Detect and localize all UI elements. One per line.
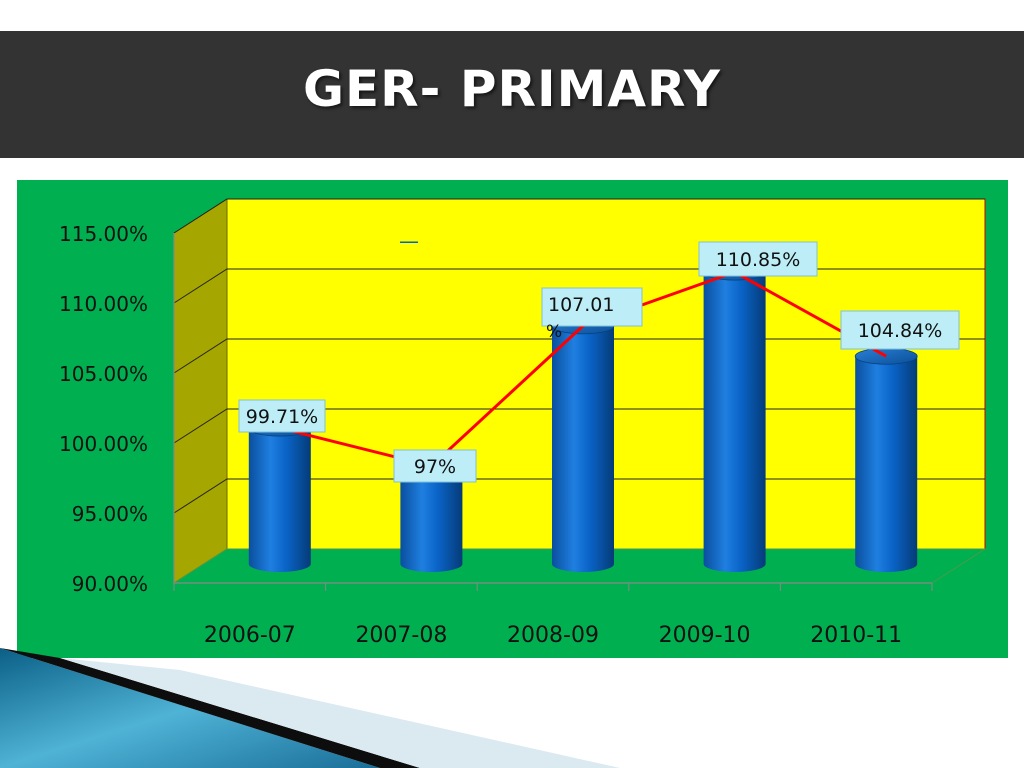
data-label: 99.71% <box>238 399 326 433</box>
y-tick-label: 110.00% <box>59 292 148 316</box>
data-label: 104.84% <box>840 310 960 350</box>
y-tick-labels: 90.00% 95.00% 100.00% 105.00% 110.00% 115.00% <box>59 222 148 596</box>
data-label-text: 104.84% <box>858 320 943 342</box>
y-tick-label: 90.00% <box>72 572 148 596</box>
data-label-text: % <box>546 322 562 342</box>
bar-body <box>552 325 614 572</box>
chart: 99.71% 97% 107.01% 110.85% 104.84% 90.00% 95.… <box>59 198 987 648</box>
bar <box>703 263 766 572</box>
gridline <box>173 198 985 234</box>
title-bar <box>0 31 1024 158</box>
data-label-box <box>238 399 326 433</box>
data-label: 107.01% <box>541 287 643 342</box>
data-label-box <box>840 310 960 350</box>
data-label-box <box>698 241 818 277</box>
data-label-text: 97% <box>414 456 456 478</box>
data-label-box <box>393 449 477 483</box>
bars <box>248 263 918 572</box>
bar-body <box>703 272 766 572</box>
data-label: 97% <box>393 449 477 483</box>
legend-marker: — <box>399 229 419 253</box>
bar-body <box>248 428 311 572</box>
bar <box>854 347 918 572</box>
bar-body <box>400 466 463 572</box>
plot-side-wall <box>173 198 228 584</box>
y-tick-label: 100.00% <box>59 432 148 456</box>
bar <box>248 419 312 572</box>
slide-title: GER- PRIMARY <box>302 60 722 118</box>
chart-panel: 99.71% 97% 107.01% 110.85% 104.84% 90.00% 95.… <box>17 180 1008 658</box>
y-tick-label: 115.00% <box>59 222 148 246</box>
data-label: 110.85% <box>698 241 818 277</box>
x-tick-labels: 2006-07 2007-08 2008-09 2009-10 2010-11 <box>204 623 902 648</box>
data-label-text: 99.71% <box>246 406 318 428</box>
data-label-text: 107.01 <box>548 294 614 316</box>
decorative-ribbon <box>0 648 620 768</box>
x-tick-label: 2007-08 <box>355 623 447 648</box>
x-tick-label: 2006-07 <box>204 623 296 648</box>
x-tick-label: 2010-11 <box>810 623 902 648</box>
legend: — <box>399 229 419 253</box>
x-tick-label: 2009-10 <box>659 623 751 648</box>
y-tick-label: 105.00% <box>59 362 148 386</box>
bar <box>551 317 615 572</box>
data-label-box <box>541 287 643 327</box>
data-labels: 99.71% 97% 107.01% 110.85% 104.84% <box>238 241 960 483</box>
axes <box>173 233 933 591</box>
x-tick-label: 2008-09 <box>507 623 599 648</box>
y-tick-label: 95.00% <box>72 502 148 526</box>
bar-body <box>855 356 918 572</box>
data-label-text: 110.85% <box>716 249 801 271</box>
